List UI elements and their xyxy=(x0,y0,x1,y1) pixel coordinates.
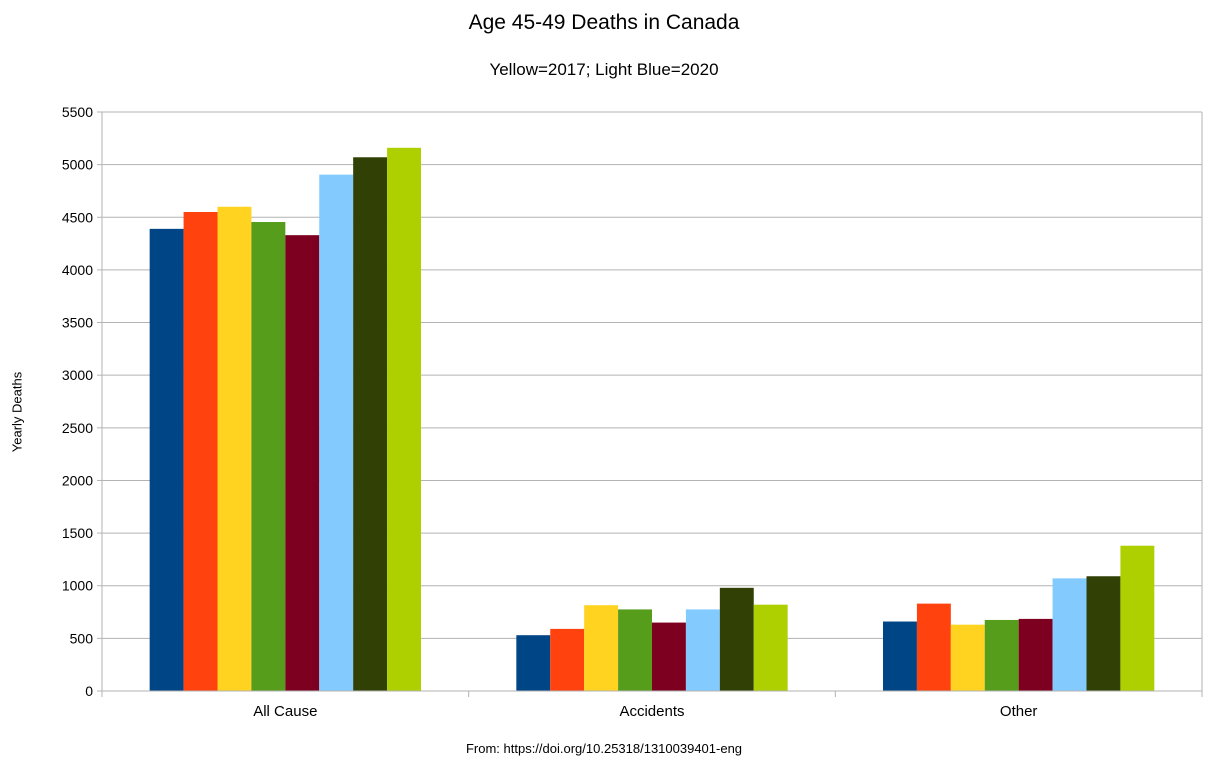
bar xyxy=(753,604,788,691)
bar xyxy=(149,228,184,691)
bar xyxy=(618,609,652,691)
bar xyxy=(387,147,421,691)
bar xyxy=(719,587,754,691)
y-tick-label: 1000 xyxy=(62,578,93,594)
bar xyxy=(916,603,951,691)
bar xyxy=(1086,576,1121,691)
y-axis-ticks: 0 500 1000 1500 2000 2500 3000 3500 4000 4500 5000… xyxy=(62,104,102,699)
bar xyxy=(550,628,585,691)
bar xyxy=(883,621,917,691)
source-note: From: https://doi.org/10.25318/131003940… xyxy=(465,741,743,756)
y-tick-label: 500 xyxy=(70,630,94,646)
bars xyxy=(149,147,1155,691)
chart-title: Age 45-49 Deaths in Canada xyxy=(468,11,740,34)
bar xyxy=(319,174,354,691)
x-tick-label: All Cause xyxy=(253,703,317,720)
chart-subtitle: Yellow=2017; Light Blue=2020 xyxy=(489,60,719,79)
y-tick-label: 1500 xyxy=(62,525,93,541)
bar xyxy=(685,609,720,691)
y-tick-label: 3500 xyxy=(62,315,93,331)
x-tick-label: Accidents xyxy=(619,703,684,720)
bar xyxy=(584,605,619,691)
bar xyxy=(950,624,985,691)
bar xyxy=(183,212,218,691)
y-tick-label: 2500 xyxy=(62,420,93,436)
bar xyxy=(1052,578,1087,691)
y-tick-label: 4500 xyxy=(62,209,93,225)
bar xyxy=(251,222,286,691)
bar xyxy=(516,635,551,691)
y-tick-label: 0 xyxy=(85,683,93,699)
bar xyxy=(285,235,320,691)
y-tick-label: 5500 xyxy=(62,104,93,120)
bar xyxy=(353,157,388,691)
axes xyxy=(101,112,1203,692)
bar xyxy=(652,622,686,691)
y-tick-label: 5000 xyxy=(62,157,93,173)
bar xyxy=(1120,545,1155,691)
bar xyxy=(217,206,252,691)
y-tick-label: 2000 xyxy=(62,472,93,488)
x-tick-label: Other xyxy=(1000,703,1038,720)
y-tick-label: 4000 xyxy=(62,262,93,278)
bar xyxy=(984,619,1019,691)
y-tick-label: 3000 xyxy=(62,367,93,383)
x-axis-ticks: All Cause Accidents Other xyxy=(101,691,1203,720)
bar xyxy=(1018,618,1053,691)
